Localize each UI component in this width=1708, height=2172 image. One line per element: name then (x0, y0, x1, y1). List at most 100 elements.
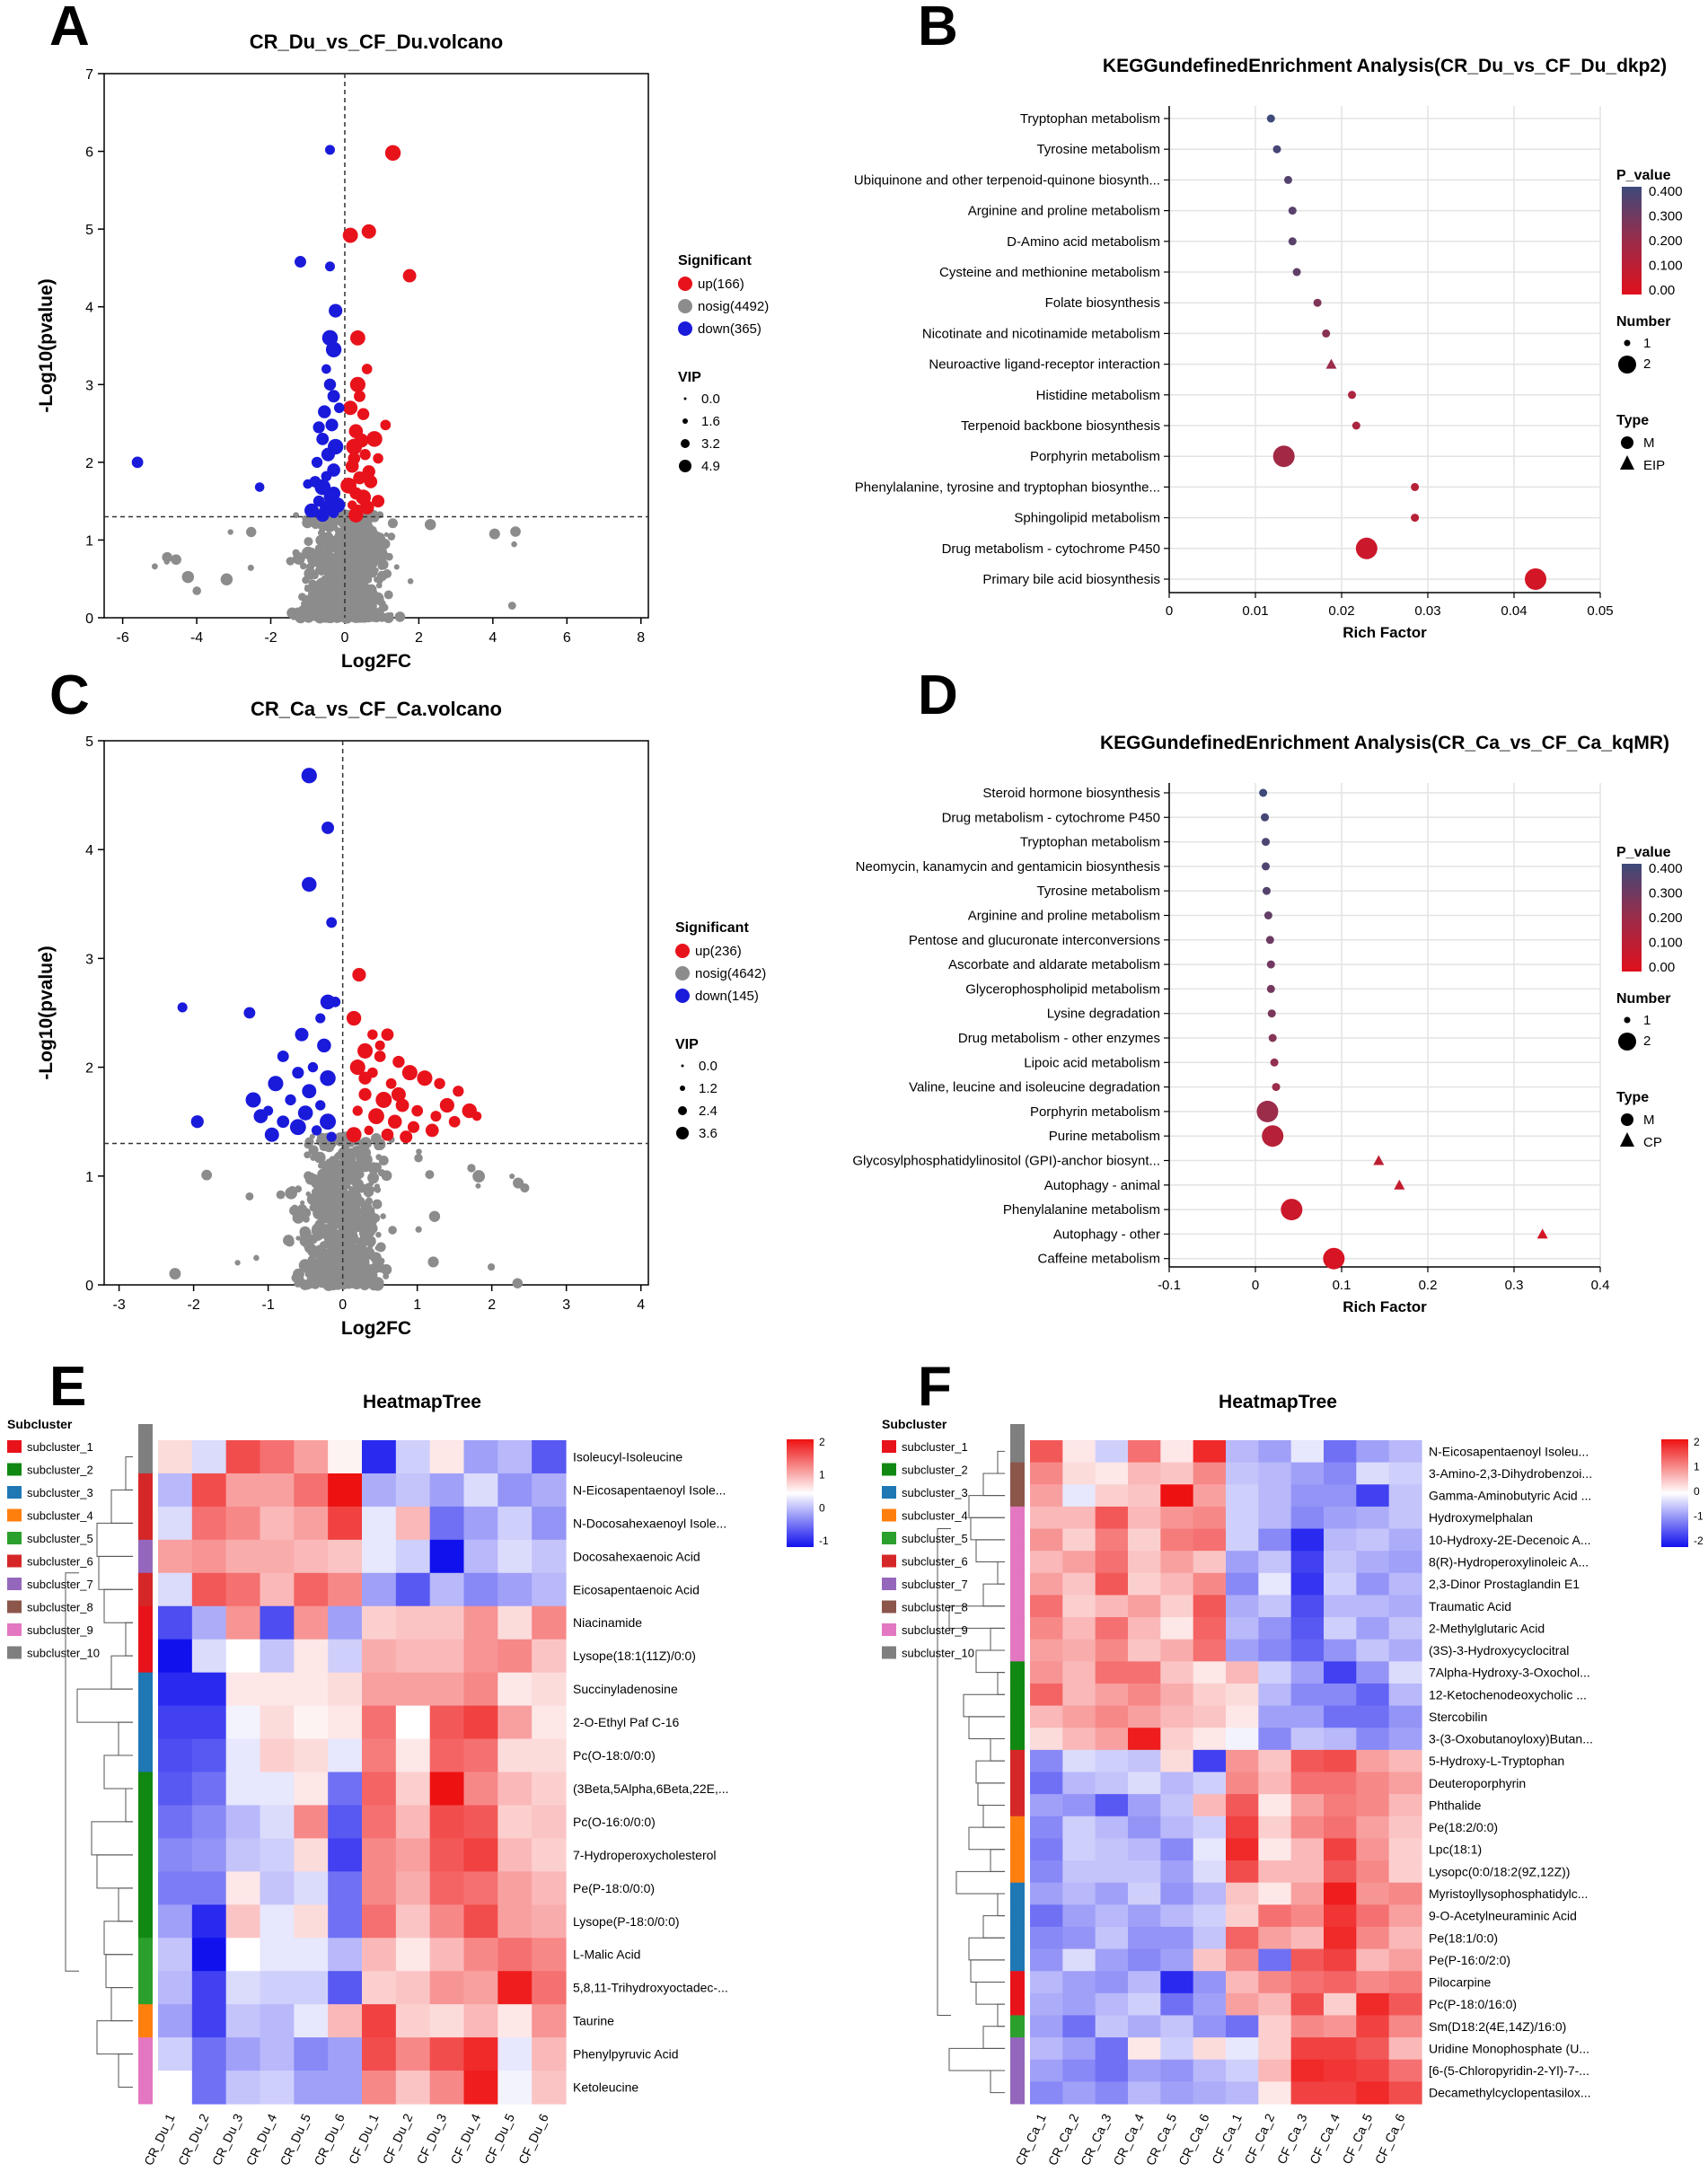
pathway-label: Glycosylphosphatidylinositol (GPI)-ancho… (852, 1154, 1160, 1169)
enrichment-point (1322, 329, 1331, 338)
heatmap-cell (1356, 1838, 1390, 1861)
heatmap-cell (1062, 2081, 1096, 2105)
down-point (253, 1109, 269, 1123)
heatmap-cell (1062, 1926, 1096, 1950)
nosig-point (331, 1197, 341, 1207)
heatmap-cell (1388, 1749, 1422, 1773)
down-point (320, 1069, 336, 1086)
heatmap-cell (497, 1440, 533, 1474)
heatmap-cell (1160, 1971, 1194, 1994)
heatmap-cell (225, 1639, 261, 1674)
heatmap-cell (1160, 1860, 1194, 1884)
heatmap-cell (158, 1639, 193, 1674)
y-tick-label: 0 (85, 1279, 93, 1294)
heatmap-cell (497, 1506, 533, 1541)
nosig-point (343, 1228, 356, 1240)
down-point (327, 390, 340, 403)
heatmap-cell (294, 1473, 329, 1508)
heatmap-cell (1095, 1639, 1129, 1662)
enrichment-point (1262, 862, 1271, 871)
dendrogram-branch (103, 1921, 133, 1956)
column-label: CF_Ca_5 (1339, 2111, 1375, 2166)
nosig-point (192, 586, 202, 595)
chart-title: KEGGundefinedEnrichment Analysis(CR_Ca_v… (1100, 733, 1669, 753)
subcluster-swatch (882, 1440, 896, 1453)
colorbar-tick: 0.400 (1649, 184, 1683, 199)
nosig-point (376, 570, 388, 582)
vip-swatch (681, 1064, 684, 1068)
heatmap-cell (1193, 1838, 1227, 1861)
dendrogram-branch (96, 1522, 133, 1557)
vip-legend-title: VIP (675, 1037, 699, 1052)
row-label: 3-Amino-2,3-Dihydrobenzoi... (1429, 1466, 1592, 1481)
y-tick-label: 5 (85, 223, 93, 238)
heatmap-cell (1160, 1462, 1194, 1485)
dendrogram-branch (963, 1693, 1005, 1718)
dendrogram-branch (125, 1622, 133, 1657)
legend-swatch (675, 966, 690, 980)
dendrogram-branch (977, 1782, 1005, 1806)
up-point (392, 1055, 405, 1068)
up-point (372, 495, 385, 508)
heatmap-cell (1062, 1816, 1096, 1839)
up-point (375, 1091, 392, 1108)
heatmap-cell (362, 1605, 397, 1640)
heatmap-cell (429, 1971, 465, 2005)
x-tick-label: 2 (488, 1297, 496, 1313)
heatmap-cell (1324, 1971, 1357, 1994)
row-subcluster-bar (1010, 1440, 1025, 1464)
heatmap-cell (1030, 1749, 1063, 1773)
heatmap-cell (1193, 1794, 1227, 1817)
heatmap-cell (429, 1572, 465, 1607)
nosig-point (428, 1210, 441, 1222)
nosig-point (414, 1154, 423, 1163)
heatmap-cell (1193, 1749, 1227, 1773)
heatmap-cell (463, 1672, 498, 1707)
pathway-label: Terpenoid backbone biosynthesis (961, 418, 1160, 434)
subcluster-legend-title: Subcluster (882, 1417, 947, 1431)
heatmap-cell (532, 1705, 567, 1740)
nosig-point (394, 611, 406, 622)
nosig-point (234, 1260, 241, 1266)
nosig-point (372, 1199, 383, 1209)
heatmap-cell (1388, 1904, 1422, 1928)
nosig-point (353, 1222, 360, 1229)
subcluster-swatch (7, 1440, 22, 1453)
heatmap-cell (191, 1473, 227, 1508)
row-subcluster-bar (1010, 1506, 1025, 1530)
row-label: (3Beta,5Alpha,6Beta,22E,... (573, 1781, 729, 1796)
column-label: CR_Du_5 (277, 2111, 313, 2168)
heatmap-cell (1062, 1772, 1096, 1795)
heatmap-cell (1193, 1661, 1227, 1684)
row-subcluster-bar (1010, 2015, 1025, 2038)
nosig-point (350, 1172, 359, 1182)
nosig-point (332, 1244, 339, 1252)
dendrogram-branch (98, 1555, 133, 1590)
heatmap-cell (1388, 1661, 1422, 1684)
heatmap-cell (532, 1938, 567, 1972)
heatmap-cell (1128, 1440, 1161, 1464)
heatmap-cell (158, 1539, 193, 1574)
heatmap-cell (225, 1440, 261, 1474)
heatmap-cell (294, 1971, 329, 2005)
heatmap-cell (1290, 1772, 1325, 1795)
pathway-label: D-Amino acid metabolism (1007, 234, 1160, 250)
nosig-point (327, 543, 337, 553)
heatmap-cell (328, 2071, 363, 2105)
dendrogram-branch (990, 1627, 1005, 1651)
heatmap-cell (1030, 1617, 1063, 1640)
heatmap-cell (1128, 1728, 1161, 1751)
heatmap-cell (260, 2037, 295, 2071)
heatmap-cell (1290, 1904, 1325, 1928)
heatmap-cell (1226, 2015, 1259, 2038)
nosig-point (384, 552, 393, 561)
subcluster-swatch (7, 1623, 22, 1636)
enrichment-point (1262, 886, 1271, 895)
up-point (401, 1065, 418, 1081)
heatmap-cell (1226, 1794, 1259, 1817)
heatmap-cell (1128, 1971, 1161, 1994)
column-label: CR_Du_6 (311, 2111, 348, 2168)
vip-swatch (680, 1086, 685, 1091)
heatmap-cell (260, 1738, 295, 1773)
heatmap-cell (158, 1572, 193, 1607)
